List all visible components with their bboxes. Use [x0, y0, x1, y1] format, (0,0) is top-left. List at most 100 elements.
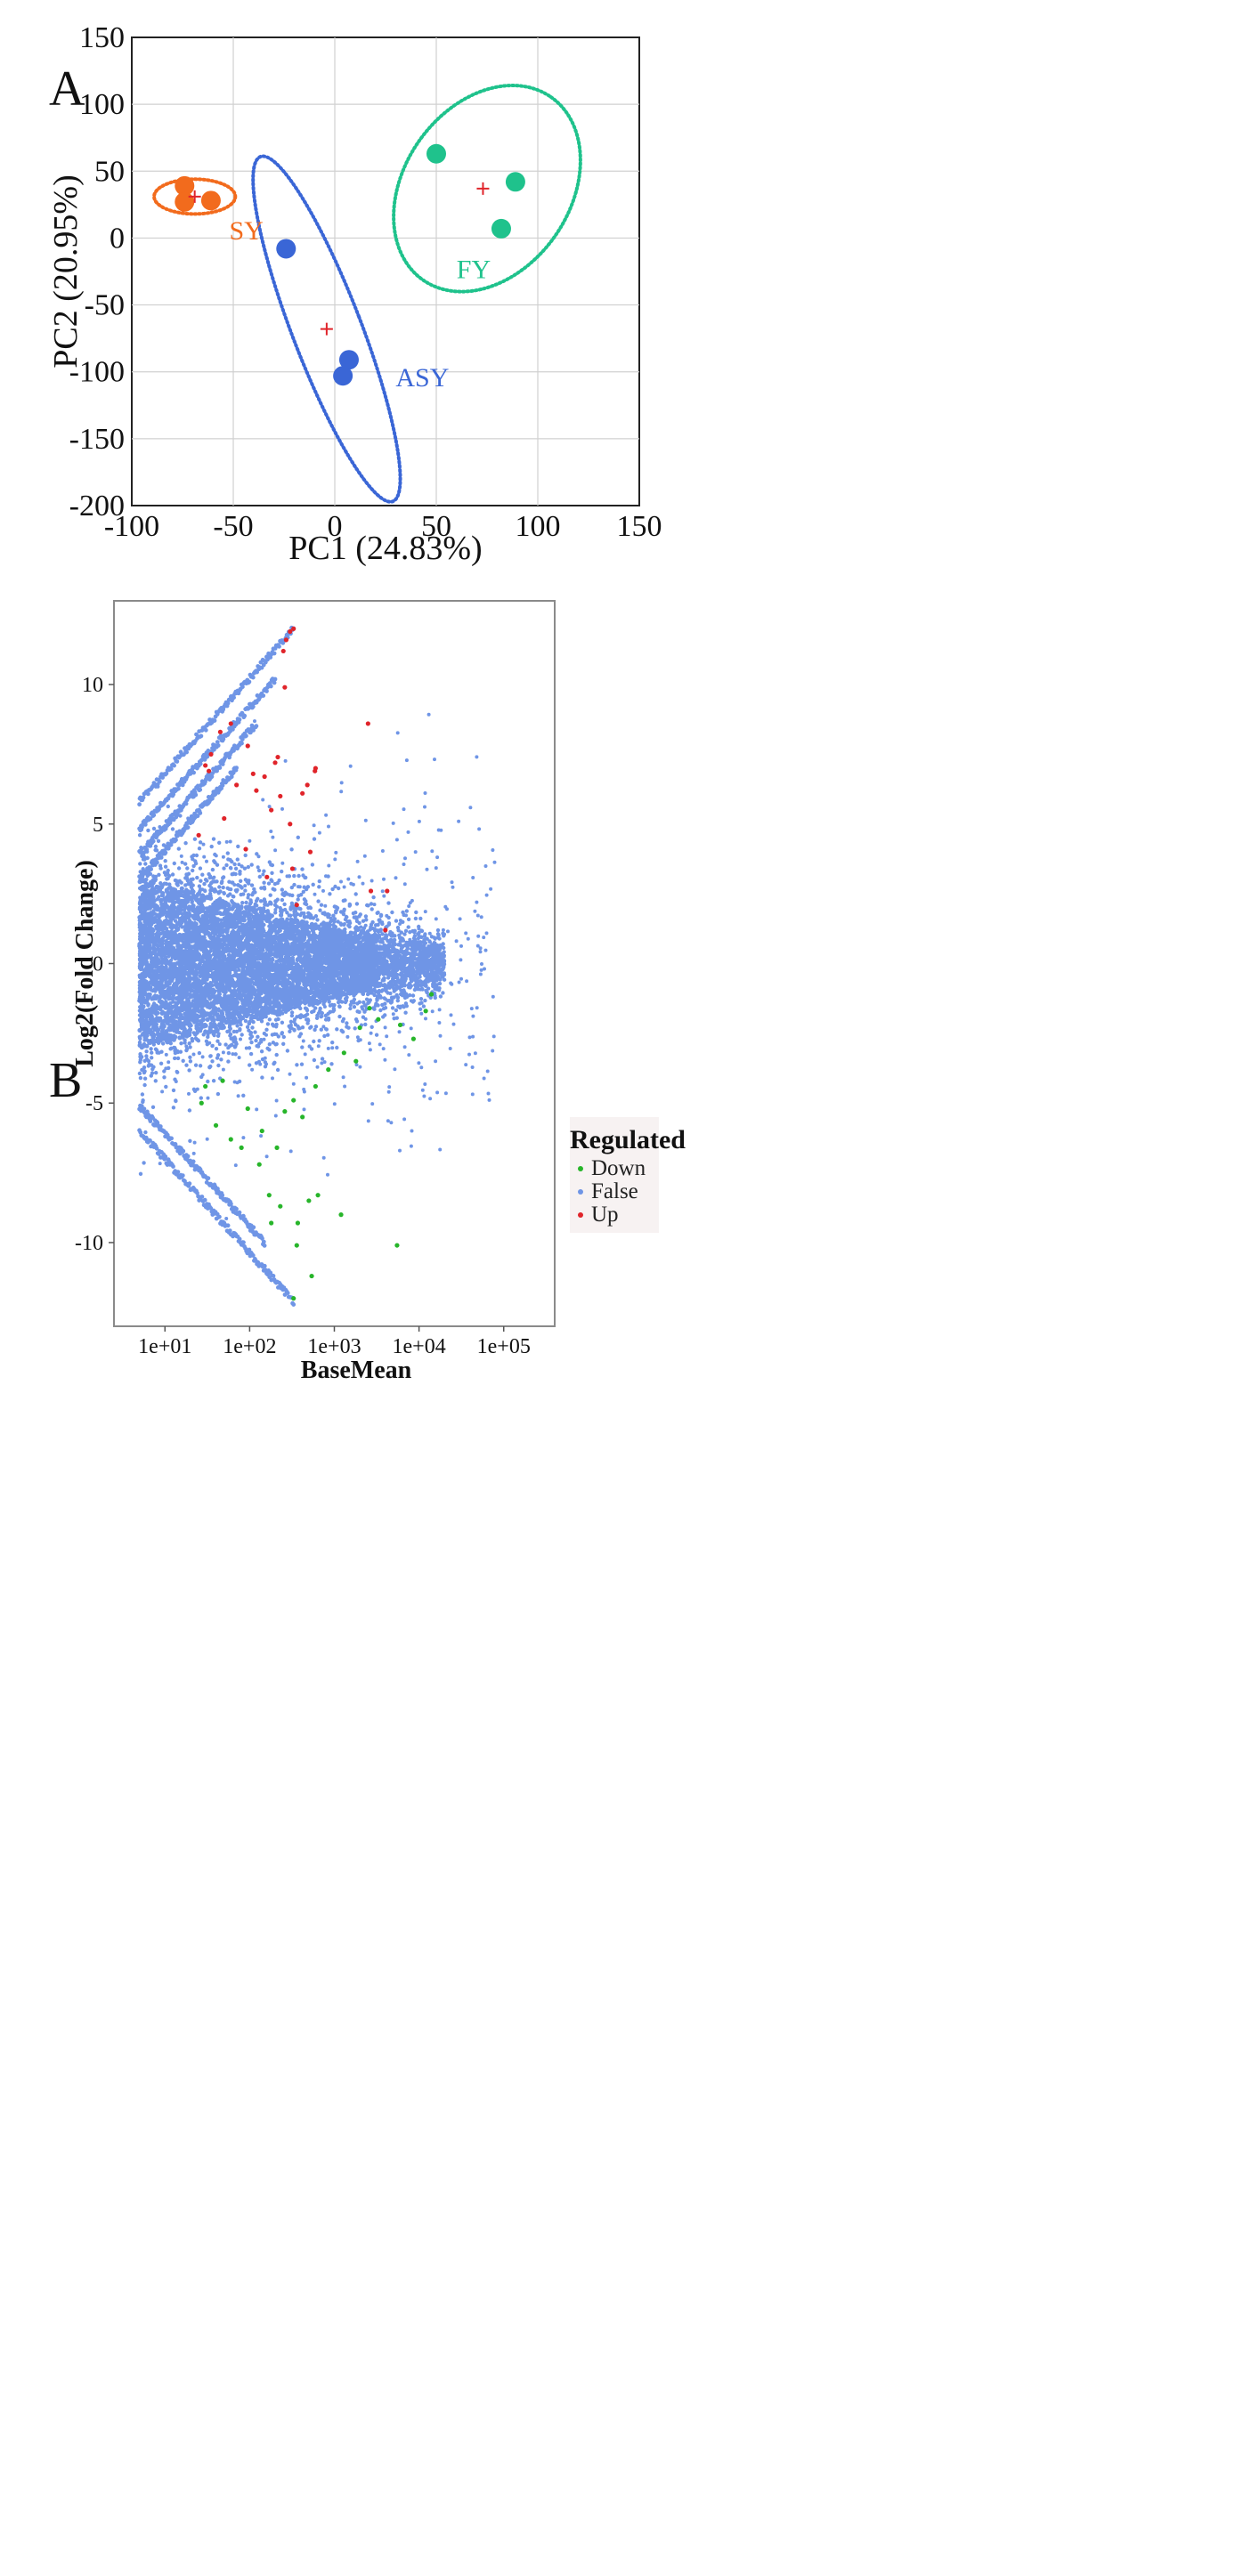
legend-label-false: False — [591, 1179, 638, 1203]
pca-y-tick-label: 50 — [94, 155, 125, 188]
legend-box — [570, 1117, 659, 1233]
up-point — [365, 721, 370, 726]
pca-x-tick-label: -50 — [213, 510, 253, 543]
up-point — [307, 849, 313, 855]
pca-sample-points — [175, 143, 525, 386]
pca-y-tick-label: -50 — [85, 289, 125, 322]
down-point — [295, 1220, 301, 1226]
ellipse-asy — [251, 154, 402, 504]
ma-y-tick-label: -5 — [85, 1092, 103, 1115]
ma-nonsignificant-points — [137, 625, 497, 1307]
pca-plot-frame — [131, 36, 640, 506]
down-point — [266, 1193, 272, 1198]
ma-y-tick-label: 0 — [93, 953, 103, 976]
up-point — [272, 760, 278, 766]
down-point — [423, 1009, 428, 1014]
down-point — [410, 1036, 416, 1041]
down-point — [245, 1106, 250, 1112]
down-point — [357, 1025, 362, 1031]
centroid-marker-fy — [476, 182, 490, 195]
down-point — [274, 1145, 280, 1150]
centroid-marker-asy — [320, 322, 333, 336]
up-point — [275, 754, 280, 760]
pca-x-tick-label: 100 — [516, 510, 561, 543]
up-point — [245, 743, 250, 749]
down-point — [291, 1098, 296, 1103]
up-point — [288, 822, 293, 827]
down-point — [309, 1273, 314, 1279]
pca-tick-labels: -100 -50 0 50 100 150 -200 -150 -100 -50 0 50 100 150 — [69, 21, 662, 543]
pca-x-tick-label: 150 — [617, 510, 662, 543]
pca-x-axis-label: PC1 (24.83%) — [288, 530, 482, 567]
up-point — [234, 782, 240, 788]
ellipse-sy — [152, 177, 238, 216]
up-point — [291, 626, 296, 631]
down-point — [203, 1083, 208, 1090]
down-point — [326, 1067, 331, 1073]
up-point — [203, 763, 208, 768]
point-fy — [505, 172, 525, 192]
down-point — [397, 1022, 403, 1028]
legend-title: Regulated — [570, 1125, 686, 1154]
ma-x-axis-label: BaseMean — [301, 1357, 412, 1384]
down-point — [220, 1078, 225, 1083]
pca-y-tick-label: 100 — [79, 88, 125, 121]
ma-y-tick-label: -10 — [75, 1232, 103, 1255]
up-point — [288, 628, 293, 635]
up-point — [305, 782, 310, 788]
down-point — [213, 1122, 219, 1128]
down-point — [338, 1212, 344, 1218]
legend-swatch-false — [578, 1189, 583, 1195]
up-point — [262, 774, 267, 780]
ma-y-tick-label: 5 — [93, 814, 103, 837]
ma-up-regulated-points — [196, 626, 390, 933]
up-point — [294, 903, 299, 908]
down-point — [294, 1243, 299, 1248]
up-point — [243, 847, 248, 852]
up-point — [383, 928, 388, 933]
point-asy — [333, 366, 353, 386]
up-point — [289, 866, 296, 871]
up-point — [269, 807, 274, 813]
point-asy — [338, 350, 359, 370]
pca-x-tick-label: 50 — [421, 510, 451, 543]
down-point — [269, 1220, 274, 1226]
panel-letter-b: B — [49, 1053, 82, 1108]
group-label-sy: SY — [229, 216, 263, 246]
up-point — [283, 637, 289, 643]
point-sy — [200, 190, 221, 211]
down-point — [239, 1145, 244, 1150]
down-point — [306, 1198, 312, 1203]
down-point — [291, 1296, 296, 1301]
legend-swatch-up — [578, 1212, 583, 1218]
up-point — [300, 790, 305, 796]
pca-group-labels: SY ASY FY — [229, 216, 491, 393]
down-point — [259, 1128, 264, 1134]
up-point — [280, 648, 286, 654]
point-asy — [276, 239, 296, 259]
up-point — [222, 815, 227, 822]
ma-down-regulated-points — [199, 992, 435, 1301]
pca-x-tick-label: 0 — [328, 510, 343, 543]
down-point — [367, 1006, 372, 1011]
centroid-marker-sy — [188, 190, 201, 203]
down-point — [313, 1083, 318, 1090]
panel-letter-a: A — [49, 61, 85, 117]
up-point — [208, 751, 214, 757]
down-point — [199, 1100, 204, 1106]
up-point — [368, 888, 374, 894]
legend-swatch-down — [578, 1166, 583, 1171]
pca-plot-panel: A -100 -50 0 50 100 150 -200 -150 -100 -50 0 50 100 1… — [47, 21, 662, 567]
up-point — [250, 771, 256, 776]
ellipse-fy — [392, 84, 582, 294]
down-point — [315, 1193, 321, 1198]
down-point — [428, 992, 435, 997]
down-point — [341, 1050, 346, 1056]
pca-confidence-ellipses — [152, 84, 582, 504]
pca-y-tick-label: -150 — [69, 423, 125, 456]
up-point — [228, 721, 233, 726]
pca-y-tick-label: -200 — [69, 490, 125, 522]
ma-x-tick-label: 1e+01 — [138, 1335, 191, 1358]
point-fy — [426, 143, 446, 164]
